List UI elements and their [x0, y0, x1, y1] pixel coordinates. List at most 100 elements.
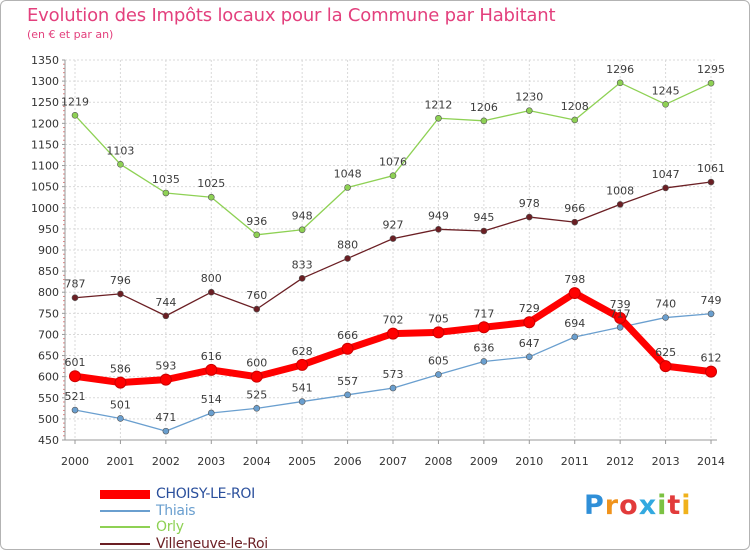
data-label: 739 [610, 298, 631, 311]
data-point [662, 314, 669, 321]
x-tick-label: 2002 [152, 455, 180, 468]
data-point [207, 409, 215, 417]
y-tick-label: 1200 [31, 117, 59, 130]
data-point [659, 360, 672, 373]
data-label: 880 [337, 238, 358, 251]
data-point [525, 353, 533, 361]
data-point [477, 321, 490, 334]
y-tick-label: 500 [38, 413, 59, 426]
x-tick-label: 2000 [61, 455, 89, 468]
data-point [344, 184, 351, 191]
x-tick-label: 2009 [470, 455, 498, 468]
data-label: 501 [110, 398, 131, 411]
x-tick-label: 2013 [652, 455, 680, 468]
y-tick-label: 900 [38, 244, 59, 257]
data-label: 702 [383, 314, 404, 327]
y-tick-label: 1150 [31, 138, 59, 151]
data-point [480, 358, 488, 365]
y-tick-label: 650 [38, 350, 59, 363]
data-label: 1295 [697, 63, 725, 76]
data-label: 541 [292, 382, 313, 395]
data-point [571, 218, 579, 226]
data-point [616, 79, 624, 87]
data-label: 471 [155, 411, 176, 424]
data-label: 1035 [152, 173, 180, 186]
data-point [296, 358, 309, 371]
data-point [162, 189, 170, 197]
x-tick-label: 2014 [697, 455, 725, 468]
data-label: 798 [564, 273, 585, 286]
data-point [114, 376, 127, 389]
data-point [616, 323, 624, 331]
data-point [298, 398, 306, 405]
data-point [389, 235, 397, 242]
data-point [435, 371, 442, 378]
data-point [253, 405, 261, 412]
y-tick-label: 1050 [31, 181, 59, 194]
legend-item: CHOISY-LE-ROI [100, 486, 255, 502]
data-point [435, 114, 442, 122]
data-point [616, 201, 624, 208]
y-tick-label: 600 [38, 371, 59, 384]
legend-item: Orly [100, 519, 184, 535]
x-tick-label: 2010 [515, 455, 543, 468]
data-label: 978 [519, 197, 540, 210]
data-label: 833 [292, 258, 313, 271]
data-label: 717 [610, 307, 631, 320]
y-tick-label: 800 [38, 286, 59, 299]
data-label: 586 [110, 363, 131, 376]
data-label: 694 [564, 317, 585, 330]
chart-subtitle: (en € et par an) [27, 28, 114, 41]
legend-swatch [100, 509, 150, 512]
data-point [117, 415, 124, 422]
data-label: 729 [519, 302, 540, 315]
data-point [571, 116, 579, 124]
data-label: 787 [65, 278, 86, 291]
data-label: 800 [201, 272, 222, 285]
data-label: 796 [110, 274, 131, 287]
legend-label: Thiais [156, 502, 196, 519]
data-label: 521 [65, 390, 86, 403]
chart-title: Evolution des Impôts locaux pour la Comm… [27, 5, 556, 26]
data-label: 625 [655, 346, 676, 359]
data-point [69, 370, 81, 383]
data-label: 605 [428, 355, 449, 368]
data-point [253, 231, 261, 239]
data-point [344, 255, 351, 262]
data-label: 1061 [697, 162, 725, 175]
y-tick-label: 450 [38, 434, 59, 447]
data-point [523, 316, 536, 329]
data-label: 717 [473, 307, 494, 320]
data-point [432, 326, 445, 339]
data-point [707, 310, 715, 318]
data-label: 740 [655, 298, 676, 311]
data-point [389, 172, 397, 179]
y-tick-label: 1350 [31, 54, 59, 67]
data-label: 749 [701, 294, 722, 307]
data-point [480, 227, 488, 235]
data-point [707, 79, 715, 87]
data-point [662, 184, 669, 192]
data-label: 600 [246, 357, 267, 370]
data-point [571, 333, 579, 341]
data-label: 1219 [61, 95, 89, 108]
data-label: 616 [201, 350, 222, 363]
data-label: 1245 [652, 84, 680, 97]
x-tick-label: 2007 [379, 455, 407, 468]
x-tick-label: 2003 [197, 455, 225, 468]
data-label: 557 [337, 375, 358, 388]
data-label: 1230 [515, 91, 543, 104]
data-point [568, 287, 581, 300]
data-label: 945 [473, 211, 494, 224]
data-label: 966 [564, 202, 585, 215]
y-tick-label: 550 [38, 392, 59, 405]
data-label: 705 [428, 312, 449, 325]
y-tick-label: 700 [38, 328, 59, 341]
data-label: 573 [383, 368, 404, 381]
x-tick-label: 2005 [288, 455, 316, 468]
data-label: 1208 [561, 100, 589, 113]
data-point [71, 294, 79, 302]
data-label: 1103 [106, 144, 134, 157]
data-point [480, 117, 488, 125]
data-label: 1048 [334, 168, 362, 181]
